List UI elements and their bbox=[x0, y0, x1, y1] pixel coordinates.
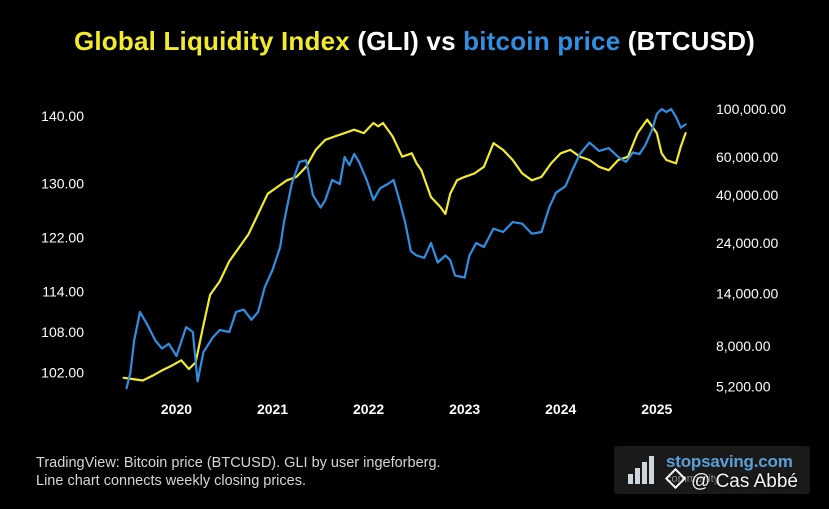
x-tick-label: 2024 bbox=[545, 401, 576, 417]
right-tick-label: 14,000.00 bbox=[716, 286, 778, 302]
x-tick-label: 2021 bbox=[257, 401, 288, 417]
right-axis: 100,000.00 60,000.00 40,000.00 24,000.00 14,… bbox=[716, 101, 786, 394]
left-axis: 140.00 130.00 122.00 114.00 108.00 102.00 bbox=[41, 108, 84, 380]
title-btc-part: bitcoin price bbox=[463, 26, 621, 56]
logo-text: stopsaving.com bbox=[666, 452, 793, 471]
x-axis: 2020 2021 2022 2023 2024 2025 bbox=[161, 401, 673, 417]
left-tick-label: 130.00 bbox=[41, 176, 84, 192]
title-ticker: (BTCUSD) bbox=[620, 26, 756, 56]
right-tick-label: 24,000.00 bbox=[716, 235, 778, 251]
x-tick-label: 2023 bbox=[449, 401, 480, 417]
x-tick-label: 2020 bbox=[161, 401, 192, 417]
left-tick-label: 140.00 bbox=[41, 108, 84, 124]
logo-subtext: community bbox=[666, 473, 720, 485]
series-line-gli bbox=[122, 118, 687, 382]
chart-title: Global Liquidity Index (GLI) vs bitcoin … bbox=[0, 26, 829, 57]
right-tick-label: 8,000.00 bbox=[716, 338, 771, 354]
title-gli-part: Global Liquidity Index bbox=[73, 26, 350, 56]
right-tick-label: 5,200.00 bbox=[716, 379, 771, 395]
left-tick-label: 102.00 bbox=[41, 364, 84, 380]
x-tick-label: 2022 bbox=[353, 401, 384, 417]
title-connector: (GLI) vs bbox=[349, 26, 464, 56]
left-tick-label: 114.00 bbox=[42, 284, 84, 300]
left-tick-label: 122.00 bbox=[41, 230, 84, 246]
source-note: TradingView: Bitcoin price (BTCUSD). GLI… bbox=[36, 455, 441, 489]
diamond-icon bbox=[664, 467, 687, 490]
stopsaving-logo: stopsaving.com community bbox=[614, 446, 810, 494]
series-layer bbox=[122, 108, 687, 390]
bar-chart-icon bbox=[628, 456, 654, 484]
right-tick-label: 60,000.00 bbox=[716, 149, 778, 165]
right-tick-label: 40,000.00 bbox=[716, 187, 778, 203]
x-tick-label: 2025 bbox=[641, 401, 672, 417]
author-credit-text: @ Cas Abbé bbox=[691, 471, 798, 492]
left-tick-label: 108.00 bbox=[41, 324, 84, 340]
author-credit: @ Cas Abbé bbox=[664, 467, 798, 493]
right-tick-label: 100,000.00 bbox=[716, 101, 786, 117]
series-line-btcusd bbox=[125, 108, 687, 390]
